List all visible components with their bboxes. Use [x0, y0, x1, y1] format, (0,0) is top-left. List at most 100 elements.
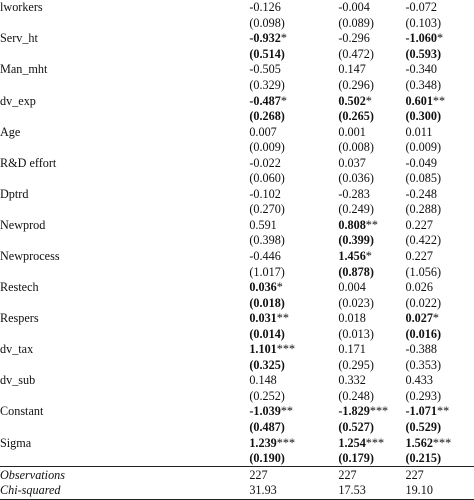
estimate-value: (0.085) — [405, 171, 442, 186]
model-3-cell: (0.016) — [405, 326, 474, 342]
model-3-cell: 0.026 — [405, 280, 474, 296]
row-label: Age — [0, 124, 21, 139]
significance-stars: * — [276, 280, 283, 295]
estimate-value: (0.293) — [405, 388, 442, 403]
summary-row: Observations 227 227 227 — [0, 466, 474, 483]
estimate-value: (0.268) — [249, 109, 285, 124]
row-label: Dptrd — [0, 186, 29, 201]
estimate-value: (0.265) — [338, 109, 374, 124]
estimate-value: (0.190) — [249, 451, 285, 466]
estimate-value: (0.103) — [405, 15, 442, 30]
estimate-value: -1.829 — [338, 404, 370, 419]
model-1-cell: (0.329) — [249, 78, 338, 94]
significance-stars: *** — [276, 342, 296, 357]
estimate-value: (0.098) — [249, 15, 285, 30]
model-2-cell: (0.265) — [338, 109, 405, 125]
row-label — [0, 233, 249, 249]
model-2-cell: (0.399) — [338, 233, 405, 249]
model-3-cell: -0.049 — [405, 155, 474, 171]
model-2-cell: (0.179) — [338, 451, 405, 467]
estimate-value: 0.171 — [338, 342, 366, 357]
model-1-cell: (0.268) — [249, 109, 338, 125]
model-1-cell: 227 — [249, 466, 339, 483]
summary-value: 31.93 — [249, 483, 277, 498]
model-3-cell: (0.348) — [405, 78, 474, 94]
model-2-cell: (0.878) — [338, 264, 405, 280]
row-label — [0, 78, 249, 94]
row-label: R&D effort — [0, 155, 57, 170]
estimate-value: (0.060) — [249, 171, 285, 186]
estimate-value: -0.049 — [405, 155, 437, 170]
model-2-cell: (0.295) — [338, 358, 405, 374]
estimate-value: 1.101 — [249, 342, 277, 357]
row-label: Constant — [0, 404, 44, 419]
row-label: dv_tax — [0, 342, 34, 357]
model-1-cell: -0.505 — [249, 62, 338, 78]
coefficient-row: Newprod 0.591 0.808** 0.227 — [0, 218, 474, 234]
estimate-value: (0.529) — [405, 420, 442, 435]
model-1-cell: (1.017) — [249, 264, 338, 280]
estimate-value: (0.348) — [405, 78, 442, 92]
estimate-value: 0.227 — [405, 217, 433, 232]
estimate-value: -0.072 — [405, 0, 437, 15]
model-3-cell: 19.10 — [405, 482, 474, 500]
estimate-value: (0.487) — [249, 420, 285, 435]
model-3-cell: 0.027* — [405, 311, 474, 327]
model-3-cell: (0.300) — [405, 109, 474, 125]
model-2-cell: 17.53 — [338, 482, 406, 500]
estimate-value: (0.353) — [405, 357, 442, 372]
model-1-cell: (0.270) — [249, 202, 338, 218]
row-label — [0, 358, 249, 374]
significance-stars: * — [365, 249, 372, 264]
std-error-row: (0.252) (0.248) (0.293) — [0, 389, 474, 405]
model-2-cell: 1.254*** — [338, 435, 405, 451]
row-label — [0, 389, 249, 405]
row-label: Newprocess — [0, 249, 60, 264]
estimate-value: (0.878) — [338, 264, 374, 279]
model-3-cell: 0.433 — [405, 373, 474, 389]
significance-stars: *** — [432, 435, 452, 450]
model-1-cell: 0.007 — [249, 124, 338, 140]
row-label: Man_mht — [0, 62, 48, 77]
model-1-cell: (0.190) — [249, 451, 338, 467]
model-2-cell: (0.089) — [338, 16, 405, 32]
estimate-value: 0.007 — [249, 124, 277, 139]
row-label — [0, 202, 249, 218]
model-3-cell: (0.085) — [405, 171, 474, 187]
coefficient-row: Restech 0.036* 0.004 0.026 — [0, 280, 474, 296]
row-label — [0, 420, 249, 436]
model-2-cell: 227 — [338, 466, 406, 483]
estimate-value: 0.011 — [405, 124, 433, 139]
estimate-value: 0.018 — [338, 311, 366, 326]
summary-value: 19.10 — [405, 483, 433, 498]
significance-stars: * — [432, 311, 439, 326]
estimate-value: -1.060 — [405, 31, 437, 46]
model-3-cell: (0.353) — [405, 358, 474, 374]
estimate-value: -0.102 — [249, 186, 281, 201]
row-label: lworkers — [0, 0, 43, 15]
row-label — [0, 171, 249, 187]
estimate-value: (0.399) — [338, 233, 374, 248]
model-1-cell: (0.514) — [249, 47, 338, 63]
model-1-cell: (0.487) — [249, 420, 338, 436]
estimate-value: (0.179) — [338, 451, 374, 466]
std-error-row: (0.014) (0.013) (0.016) — [0, 326, 474, 342]
estimate-value: 1.456 — [338, 249, 366, 264]
estimate-value: 0.433 — [405, 373, 433, 388]
model-2-cell: (0.036) — [338, 171, 405, 187]
model-3-cell: (0.009) — [405, 140, 474, 156]
model-1-cell: 31.93 — [249, 482, 339, 500]
estimate-value: (0.295) — [338, 357, 374, 372]
estimate-value: (0.013) — [338, 326, 374, 341]
significance-stars: ** — [365, 217, 378, 232]
model-3-cell: 0.227 — [405, 249, 474, 265]
std-error-row: (0.270) (0.249) (0.288) — [0, 202, 474, 218]
model-1-cell: (0.018) — [249, 295, 338, 311]
summary-value: 17.53 — [338, 483, 366, 498]
estimate-value: (0.036) — [338, 171, 374, 186]
model-1-cell: 0.036* — [249, 280, 338, 296]
coefficient-row: Newprocess -0.446 1.456* 0.227 — [0, 249, 474, 265]
estimate-value: 0.591 — [249, 217, 277, 232]
estimate-value: -0.248 — [405, 186, 437, 201]
coefficient-row: Age 0.007 0.001 0.011 — [0, 124, 474, 140]
